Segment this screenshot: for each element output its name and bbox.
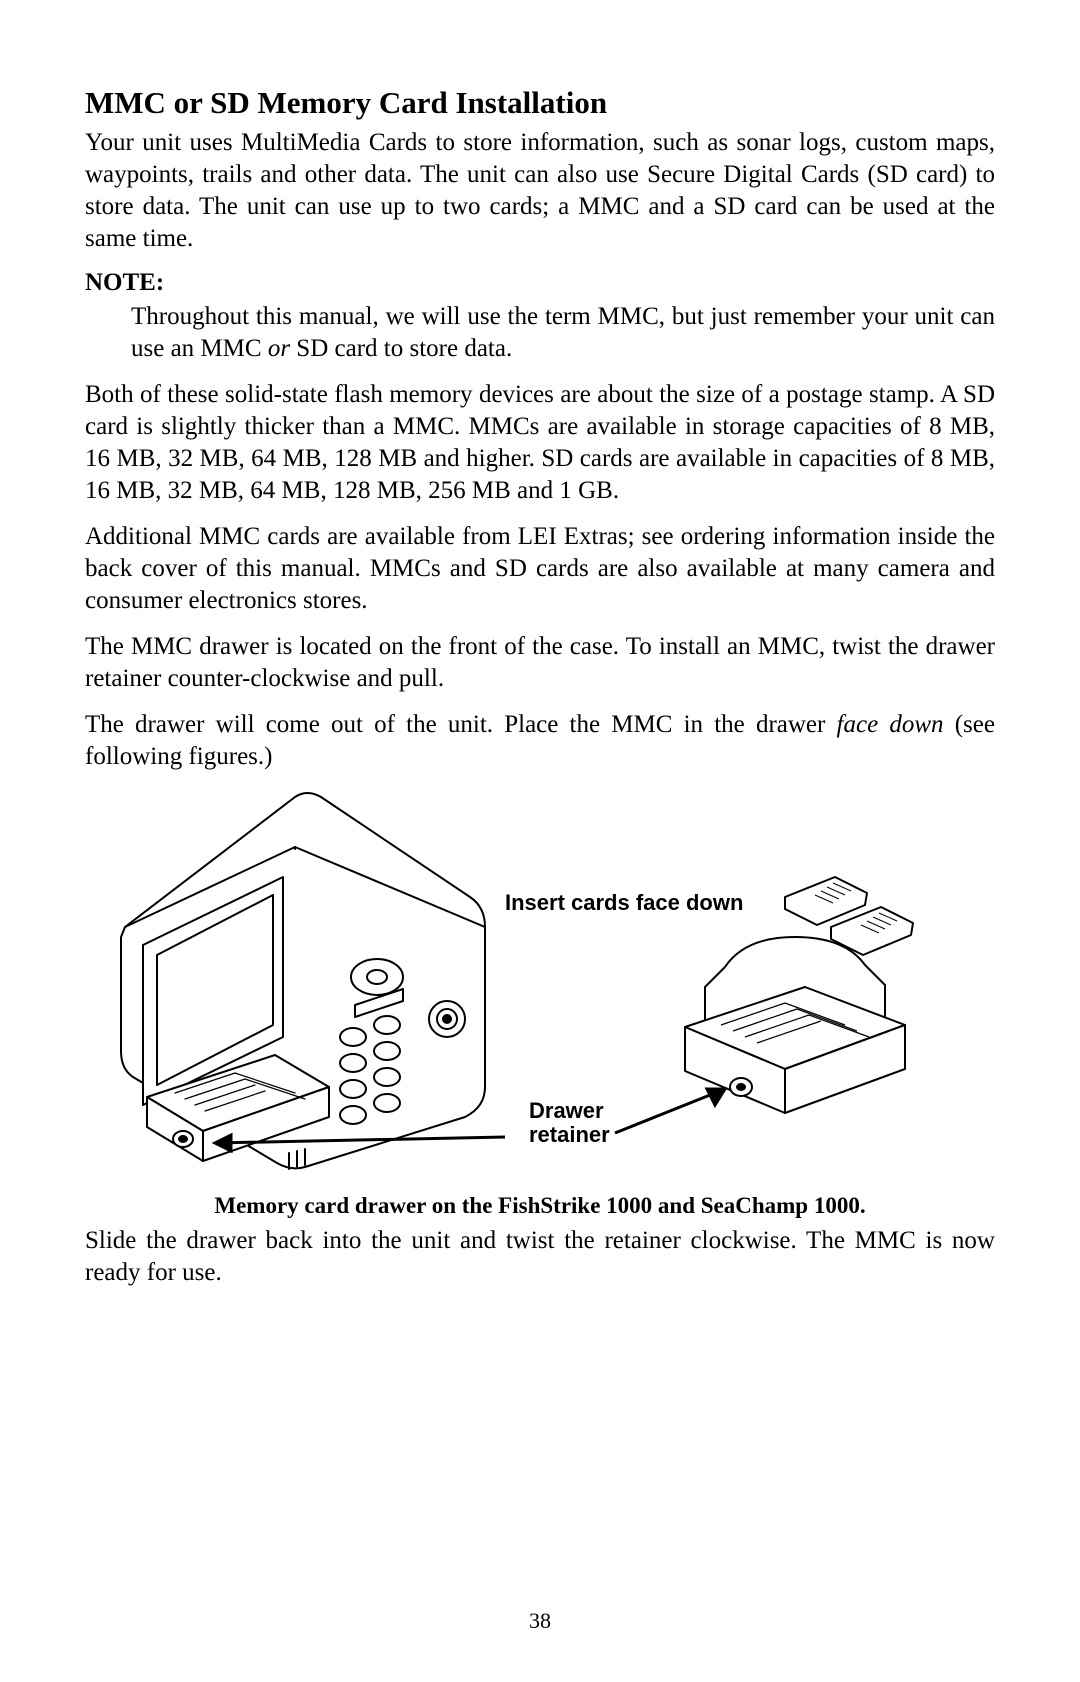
manual-page: MMC or SD Memory Card Installation Your … — [0, 0, 1080, 1682]
paragraph-3: Additional MMC cards are available from … — [85, 521, 995, 617]
figure-label-drawer-l2: retainer — [529, 1122, 610, 1147]
paragraph-4: The MMC drawer is located on the front o… — [85, 631, 995, 695]
figure-caption: Memory card drawer on the FishStrike 100… — [85, 1193, 995, 1219]
note-body: Throughout this manual, we will use the … — [131, 301, 995, 365]
paragraph-2: Both of these solid-state flash memory d… — [85, 379, 995, 507]
figure-label-drawer-l1: Drawer — [529, 1098, 604, 1123]
paragraph-5-italic: face down — [837, 711, 944, 738]
paragraph-5: The drawer will come out of the unit. Pl… — [85, 709, 995, 773]
page-number: 38 — [0, 1608, 1080, 1634]
device-illustration — [121, 793, 485, 1169]
figure-area: Insert cards face down Drawer retainer — [85, 787, 995, 1187]
figure-label-insert: Insert cards face down — [505, 891, 743, 915]
note-label: NOTE: — [85, 269, 995, 297]
section-title: MMC or SD Memory Card Installation — [85, 85, 995, 121]
note-body-pre: Throughout this manual, we will use the … — [131, 303, 995, 362]
figure-label-drawer: Drawer retainer — [529, 1099, 610, 1147]
note-body-italic: or — [268, 335, 290, 362]
paragraph-intro: Your unit uses MultiMedia Cards to store… — [85, 127, 995, 255]
note-body-post: SD card to store data. — [290, 335, 512, 362]
paragraph-5-pre: The drawer will come out of the unit. Pl… — [85, 711, 837, 738]
paragraph-6: Slide the drawer back into the unit and … — [85, 1225, 995, 1289]
